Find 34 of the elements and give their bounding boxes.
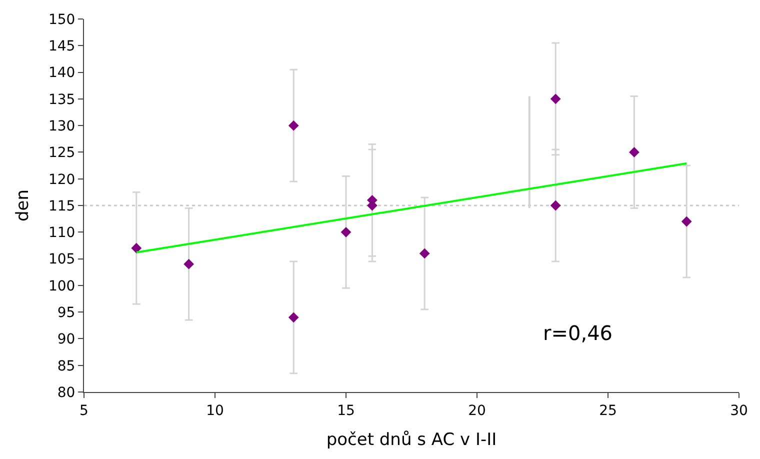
- point: [184, 258, 194, 270]
- y-tick-label: 90: [57, 332, 76, 348]
- y-tick-label: 145: [48, 38, 76, 55]
- point: [419, 248, 430, 259]
- point: [340, 226, 352, 238]
- y-tick-label: 110: [48, 225, 76, 242]
- point: [550, 94, 561, 104]
- y-tick-label: 125: [48, 145, 76, 162]
- point: [629, 147, 640, 158]
- x-tick-label: 20: [468, 402, 486, 419]
- point: [288, 312, 299, 323]
- y-tick-label: 130: [48, 118, 76, 134]
- y-tick-label: 135: [48, 92, 76, 108]
- y-axis-title: den: [13, 189, 34, 222]
- y-tick-label: 115: [48, 198, 76, 214]
- y-tick-label: 80: [57, 384, 76, 401]
- point: [288, 120, 299, 131]
- annotation: r=0,46: [543, 321, 613, 345]
- y-tick-label: 120: [48, 172, 76, 188]
- x-tick-label: 10: [206, 402, 224, 419]
- y-tick-label: 95: [57, 304, 76, 321]
- x-tick-label: 25: [599, 402, 617, 419]
- x-tick-label: 5: [80, 402, 88, 419]
- x-tick-label: 30: [730, 402, 748, 419]
- y-tick-label: 105: [48, 252, 76, 268]
- x-tick-label: 15: [337, 402, 355, 419]
- y-tick-label: 140: [48, 65, 76, 82]
- point: [681, 216, 692, 227]
- point: [131, 242, 142, 254]
- x-axis-title: počet dnů s AC v I-II: [326, 430, 497, 450]
- y-tick-label: 85: [57, 358, 76, 374]
- y-tick-label: 100: [48, 278, 76, 294]
- y-tick-label: 150: [48, 12, 76, 28]
- point: [550, 200, 561, 211]
